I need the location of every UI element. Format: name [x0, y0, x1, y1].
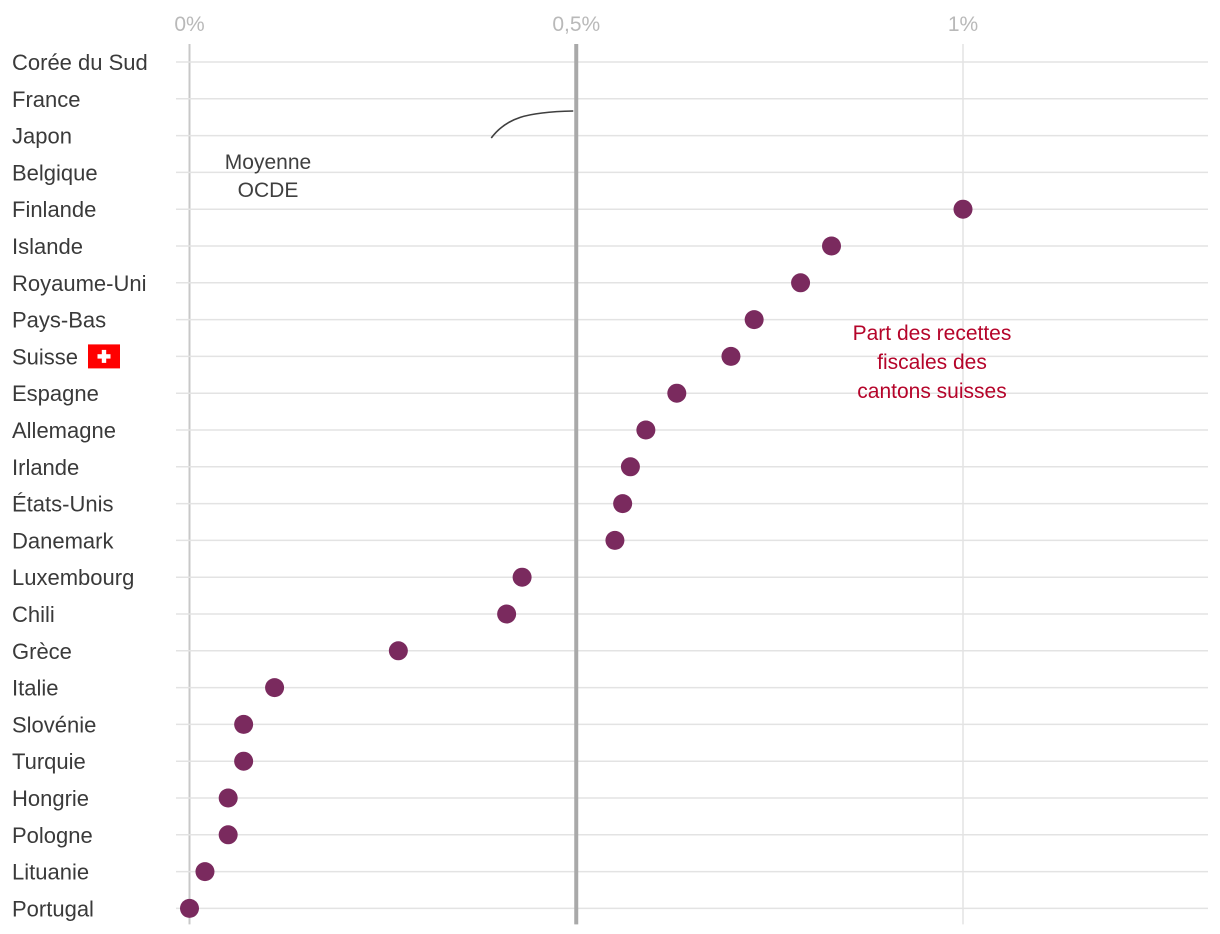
category-label: Suisse	[12, 344, 78, 369]
data-point	[195, 862, 215, 882]
data-point	[744, 310, 764, 330]
category-label: Chili	[12, 602, 55, 627]
data-point	[667, 383, 687, 403]
category-label: Belgique	[12, 160, 98, 185]
swiss-annotation-label: Part des recettes	[853, 322, 1012, 345]
category-label: Allemagne	[12, 418, 116, 443]
category-label: Italie	[12, 676, 58, 701]
category-label: France	[12, 87, 80, 112]
data-point	[953, 199, 973, 219]
category-label: Hongrie	[12, 786, 89, 811]
data-point	[388, 641, 408, 661]
category-label: Lituanie	[12, 860, 89, 885]
x-tick-label: 0%	[174, 13, 204, 36]
oecd-annotation-label: Moyenne	[225, 151, 311, 174]
data-point	[613, 494, 633, 514]
data-point	[265, 678, 285, 698]
category-label: Islande	[12, 234, 83, 259]
category-label: Irlande	[12, 455, 79, 480]
data-point	[822, 236, 842, 256]
data-point	[636, 420, 656, 440]
data-point	[512, 567, 532, 587]
category-label: Portugal	[12, 896, 94, 921]
category-label: Japon	[12, 124, 72, 149]
data-point	[605, 530, 625, 550]
data-point	[234, 751, 254, 771]
x-tick-label: 1%	[948, 13, 978, 36]
category-label: Pays-Bas	[12, 308, 106, 333]
category-label: Royaume-Uni	[12, 271, 147, 296]
data-point	[721, 346, 741, 366]
category-label: Finlande	[12, 197, 96, 222]
oecd-annotation-connector	[490, 110, 574, 139]
swiss-annotation-label: cantons suisses	[857, 380, 1006, 403]
category-label: Corée du Sud	[12, 50, 148, 75]
category-label: Espagne	[12, 381, 99, 406]
x-tick-label: 0,5%	[552, 13, 600, 36]
swiss-flag-icon	[88, 344, 120, 369]
category-label: Pologne	[12, 823, 93, 848]
data-point	[497, 604, 517, 624]
data-point	[791, 273, 811, 293]
oecd-annotation-label: OCDE	[238, 179, 299, 202]
category-label: États-Unis	[12, 492, 113, 517]
category-label: Grèce	[12, 639, 72, 664]
category-label: Slovénie	[12, 712, 96, 737]
data-point	[218, 825, 238, 845]
category-label: Danemark	[12, 528, 114, 553]
data-point	[620, 457, 640, 477]
category-label: Turquie	[12, 749, 86, 774]
category-label: Luxembourg	[12, 565, 134, 590]
data-point	[180, 898, 199, 918]
data-point	[218, 788, 238, 808]
swiss-annotation-label: fiscales des	[877, 351, 987, 374]
data-point	[234, 714, 254, 734]
